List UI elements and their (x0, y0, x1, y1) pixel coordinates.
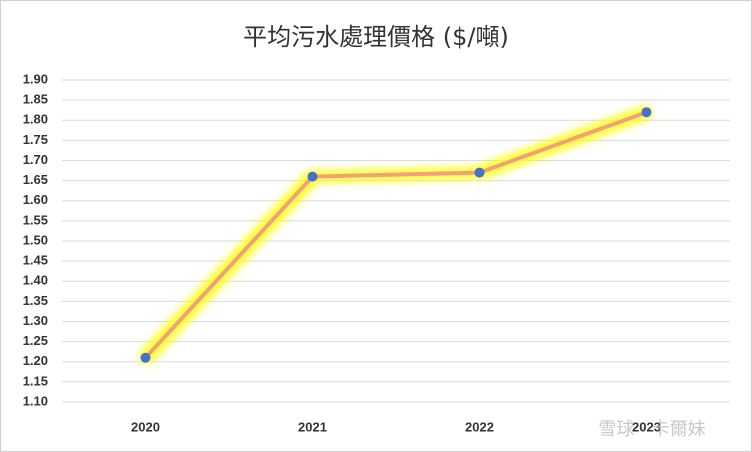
y-tick-label: 1.35 (23, 293, 48, 308)
x-tick-label: 2021 (298, 419, 327, 434)
y-tick-label: 1.85 (23, 92, 48, 107)
y-tick-label: 1.80 (23, 112, 48, 127)
series-line (144, 110, 648, 360)
y-tick-label: 1.70 (23, 152, 48, 167)
chart-title: 平均污水處理價格 ($/噸) (243, 23, 509, 51)
y-tick-label: 1.25 (23, 333, 48, 348)
y-tick-label: 1.30 (23, 313, 48, 328)
x-tick-label: 2023 (632, 419, 661, 434)
y-tick-label: 1.15 (23, 373, 48, 388)
y-tick-label: 1.65 (23, 172, 48, 187)
y-tick-label: 1.75 (23, 132, 48, 147)
data-point (307, 171, 318, 182)
y-tick-label: 1.90 (23, 71, 48, 86)
y-tick-label: 1.20 (23, 353, 48, 368)
y-tick-label: 1.50 (23, 232, 48, 247)
y-tick-label: 1.45 (23, 253, 48, 268)
x-tick-label: 2022 (465, 419, 494, 434)
y-tick-label: 1.55 (23, 212, 48, 227)
data-point (641, 107, 652, 118)
y-tick-label: 1.40 (23, 273, 48, 288)
watermark: 雪球 · 卡爾妹 (598, 419, 705, 440)
y-tick-label: 1.10 (23, 393, 48, 408)
x-tick-label: 2020 (131, 419, 160, 434)
data-point (140, 352, 151, 363)
y-tick-label: 1.60 (23, 192, 48, 207)
data-point (474, 167, 485, 178)
